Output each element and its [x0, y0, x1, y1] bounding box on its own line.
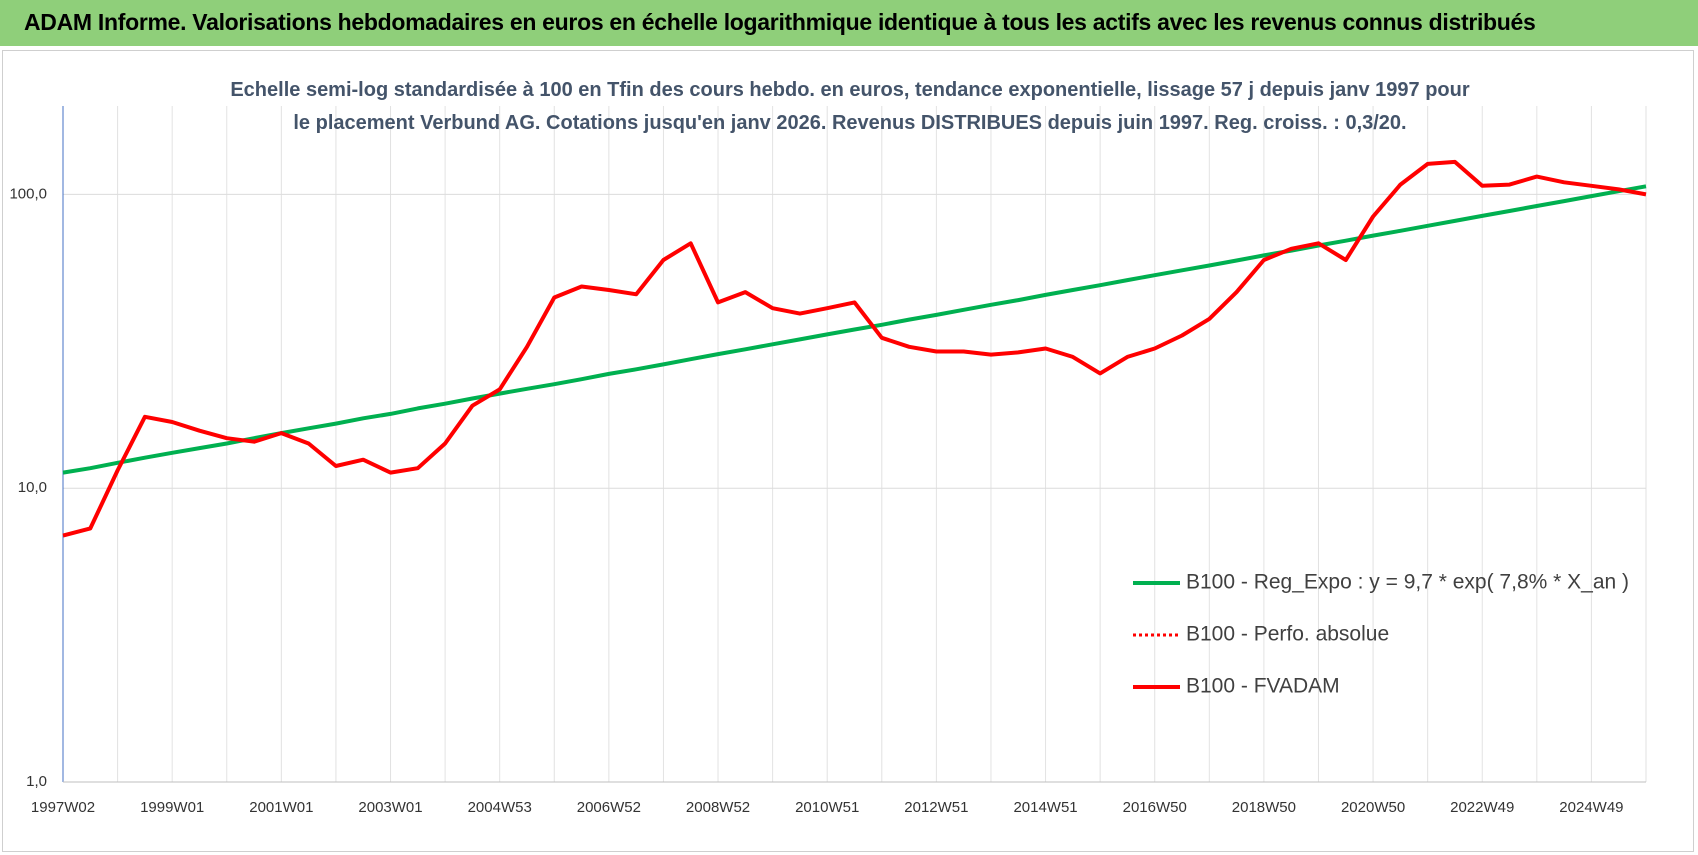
x-tick-label: 2010W51 — [795, 799, 859, 816]
x-tick-label: 2004W53 — [468, 799, 532, 816]
legend-label: B100 - Reg_Expo : y = 9,7 * exp( 7,8% * … — [1186, 571, 1629, 594]
x-tick-label: 2008W52 — [686, 799, 750, 816]
x-tick-label: 2020W50 — [1341, 799, 1405, 816]
legend-label: B100 - FVADAM — [1186, 675, 1340, 698]
series-line — [62, 184, 1647, 475]
x-tick-label: 1997W02 — [31, 799, 95, 816]
x-tick-label: 2006W52 — [577, 799, 641, 816]
x-tick-label: 2001W01 — [249, 799, 313, 816]
y-tick-label: 10,0 — [18, 479, 47, 496]
chart-frame — [2, 50, 1694, 852]
x-tick-label: 2018W50 — [1232, 799, 1296, 816]
legend-label: B100 - Perfo. absolue — [1186, 623, 1389, 646]
y-tick-label: 1,0 — [26, 773, 47, 790]
header-bar: ADAM Informe. Valorisations hebdomadaire… — [0, 0, 1698, 46]
page-title: ADAM Informe. Valorisations hebdomadaire… — [24, 9, 1536, 35]
x-tick-label: 2003W01 — [358, 799, 422, 816]
x-tick-label: 2012W51 — [904, 799, 968, 816]
chart-title: Echelle semi-log standardisée à 100 en T… — [230, 79, 1470, 134]
x-tick-label: 2022W49 — [1450, 799, 1514, 816]
x-tick-label: 2014W51 — [1013, 799, 1077, 816]
x-tick-label: 2024W49 — [1559, 799, 1623, 816]
y-tick-label: 100,0 — [9, 185, 47, 202]
x-tick-label: 2016W50 — [1123, 799, 1187, 816]
series-line — [62, 159, 1647, 538]
x-tick-label: 1999W01 — [140, 799, 204, 816]
